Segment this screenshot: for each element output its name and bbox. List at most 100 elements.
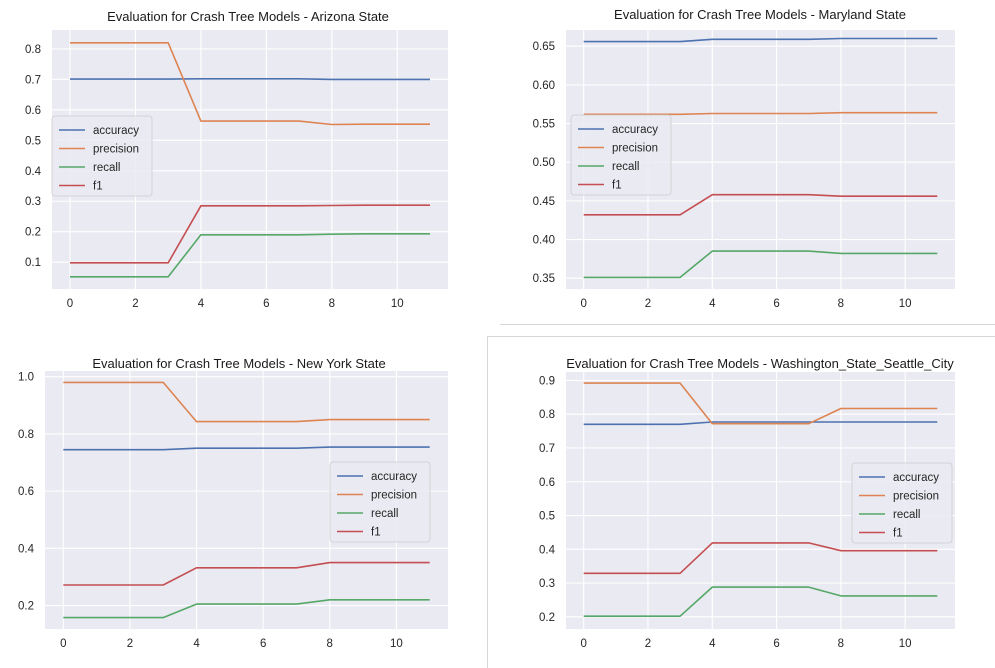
y-tick-label: 0.1 [25,257,41,269]
x-tick-label: 6 [260,638,266,650]
chart-title: Evaluation for Crash Tree Models - New Y… [92,356,385,371]
x-tick-label: 10 [899,638,912,650]
series-line-precision [583,382,938,425]
x-tick-label: 8 [838,638,844,650]
y-tick-label: 0.5 [539,511,555,523]
y-tick-label: 0.40 [533,235,555,247]
series-line-precision [70,41,430,126]
y-tick-label: 0.5 [25,135,41,147]
y-tick-label: 0.35 [533,273,555,285]
x-tick-label: 2 [132,298,138,310]
series-line-f1 [583,542,938,575]
legend-label-precision: precision [893,491,939,503]
y-tick-label: 0.2 [25,227,41,239]
x-tick-label: 8 [327,638,333,650]
y-tick-label: 0.8 [18,429,34,441]
y-tick-label: 0.6 [25,105,41,117]
legend: accuracy precision recall f1 [51,115,153,197]
x-tick-label: 10 [391,298,404,310]
chart-panel-3: 0.2 0.4 0.6 0.8 1.0 0 2 4 6 8 10 Evaluation for Cra… [18,356,448,650]
x-tick-label: 6 [773,298,779,310]
legend-label-recall: recall [893,509,920,521]
y-tick-label: 0.55 [533,119,555,131]
series-line-recall [70,233,430,278]
y-tick-label: 0.2 [18,601,34,613]
series-line-recall [63,598,430,619]
y-tick-label: 0.50 [533,157,555,169]
x-tick-label: 0 [580,298,586,310]
x-tick-label: 0 [60,638,66,650]
y-tick-label: 0.7 [25,74,41,86]
y-tick-label: 0.4 [539,544,556,556]
legend-label-recall: recall [93,162,120,174]
y-tick-label: 0.6 [18,486,34,498]
y-tick-label: 0.4 [18,543,35,555]
x-tick-label: 2 [645,298,651,310]
x-tick-label: 8 [329,298,335,310]
legend-label-f1: f1 [612,180,622,192]
y-tick-label: 0.45 [533,196,555,208]
series-line-accuracy [583,37,938,43]
x-tick-label: 10 [899,298,912,310]
legend-label-recall: recall [612,161,639,173]
x-tick-label: 10 [390,638,403,650]
x-tick-label: 6 [263,298,269,310]
x-tick-label: 4 [709,298,716,310]
legend-label-accuracy: accuracy [371,471,417,483]
y-tick-label: 0.4 [25,166,42,178]
chart-title: Evaluation for Crash Tree Models - Maryl… [614,7,906,22]
y-tick-label: 0.3 [25,196,41,208]
legend-label-f1: f1 [93,181,103,193]
legend-label-precision: precision [93,144,139,156]
legend-label-accuracy: accuracy [93,125,139,137]
y-tick-label: 0.8 [25,44,41,56]
legend-label-f1: f1 [893,528,903,540]
y-tick-label: 0.7 [539,443,555,455]
x-tick-label: 4 [198,298,205,310]
series-line-precision [63,381,430,423]
legend-label-precision: precision [612,143,658,155]
series-line-recall [583,586,938,618]
legend-box [851,462,953,544]
x-tick-label: 0 [580,638,586,650]
x-tick-label: 4 [709,638,716,650]
y-tick-label: 1.0 [18,372,34,384]
series-line-accuracy [70,78,430,81]
y-tick-label: 0.2 [539,612,555,624]
legend: accuracy precision recall f1 [570,114,672,196]
legend-box [570,114,672,196]
chart-title: Evaluation for Crash Tree Models - Arizo… [107,9,389,24]
legend-box [51,115,153,197]
legend-label-accuracy: accuracy [893,472,939,484]
x-tick-label: 2 [645,638,651,650]
chart-panel-4: 0.2 0.3 0.4 0.5 0.6 0.7 0.8 0.9 0 2 4 6 8 10 Evaluatio… [539,356,955,650]
x-tick-label: 8 [838,298,844,310]
y-tick-label: 0.3 [539,578,555,590]
x-tick-label: 6 [773,638,779,650]
chart-panel-2: 0.35 0.40 0.45 0.50 0.55 0.60 0.65 0 2 4 6 8 10 Evalu… [533,7,955,310]
series-line-f1 [583,193,938,216]
legend-label-f1: f1 [371,527,381,539]
series-line-f1 [63,561,430,586]
series-line-recall [583,250,938,279]
y-tick-label: 0.6 [539,477,555,489]
x-tick-label: 0 [67,298,73,310]
series-line-accuracy [583,421,938,426]
legend-label-recall: recall [371,508,398,520]
y-tick-label: 0.8 [539,409,555,421]
y-tick-label: 0.60 [533,80,555,92]
x-tick-label: 2 [127,638,133,650]
x-tick-label: 4 [193,638,200,650]
chart-panel-1: 0.1 0.2 0.3 0.4 0.5 0.6 0.7 0.8 0 2 4 6 8 10 Evaluatio… [25,9,448,310]
y-tick-label: 0.65 [533,41,555,53]
legend: accuracy precision recall f1 [329,461,431,543]
series-line-accuracy [63,446,430,451]
legend-label-accuracy: accuracy [612,124,658,136]
series-line-f1 [70,204,430,264]
chart-title: Evaluation for Crash Tree Models - Washi… [566,356,954,371]
series-line-precision [583,111,938,116]
legend-box [329,461,431,543]
y-tick-label: 0.9 [539,375,555,387]
legend: accuracy precision recall f1 [851,462,953,544]
